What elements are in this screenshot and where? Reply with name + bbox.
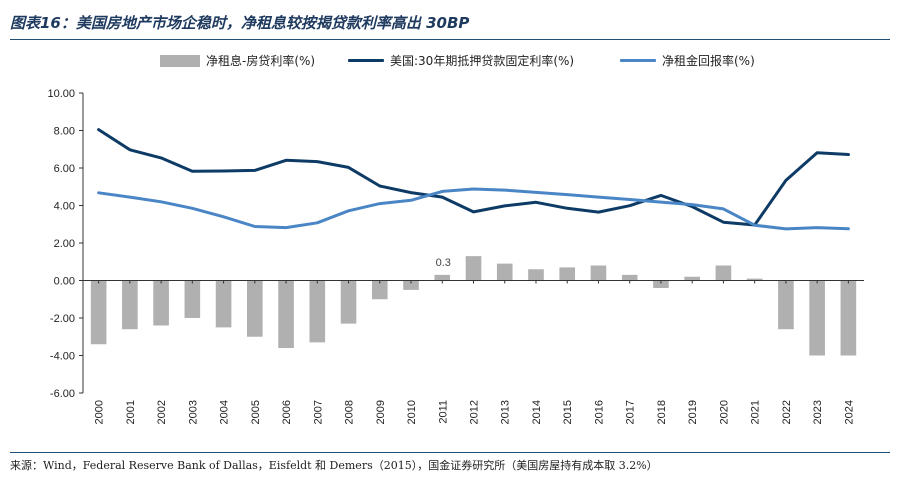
y-tick-label: 4.00 — [54, 201, 75, 213]
y-tick-label: -2.00 — [50, 313, 75, 325]
chart-title: 图表16：美国房地产市场企稳时，净租息较按揭贷款利率高出 30BP — [10, 14, 470, 32]
legend-label-rent: 净租金回报率(%) — [662, 54, 755, 68]
x-tick-label: 2015 — [562, 400, 574, 424]
spread-bar — [153, 280, 169, 326]
chart-legend: 净租息-房贷利率(%) 美国:30年期抵押贷款固定利率(%) 净租金回报率(%) — [0, 52, 904, 74]
x-tick-label: 2010 — [406, 400, 418, 424]
y-tick-label: 10.00 — [47, 88, 75, 100]
spread-bar — [715, 265, 732, 281]
x-tick-label: 2016 — [593, 400, 605, 424]
x-axis: 2000 2001 2002 2003 2004 2005 2006 2007 2008 2009… — [83, 280, 864, 424]
y-tick-label: 0.00 — [54, 276, 75, 288]
x-tick-label: 2009 — [375, 400, 387, 424]
spread-bars — [90, 256, 857, 356]
spread-bar — [215, 280, 232, 328]
source-note: 来源：Wind，Federal Reserve Bank of Dallas，E… — [10, 459, 658, 472]
x-tick-label: 2000 — [94, 400, 106, 424]
spread-bar — [684, 276, 700, 281]
x-tick-label: 2008 — [344, 400, 356, 424]
x-tick-label: 2023 — [812, 400, 824, 424]
spread-bar — [184, 280, 201, 318]
spread-bar — [778, 280, 794, 330]
legend-item-mortgage: 美国:30年期抵押贷款固定利率(%) — [348, 52, 574, 69]
spread-bar — [590, 265, 607, 281]
x-tick-label: 2024 — [843, 400, 855, 424]
data-labels: 0.3 — [436, 257, 451, 269]
x-tick-label: 2002 — [156, 400, 168, 424]
x-tick-label: 2001 — [125, 400, 137, 424]
legend-label-spread: 净租息-房贷利率(%) — [206, 54, 316, 68]
x-tick-label: 2017 — [625, 400, 637, 424]
spread-bar — [559, 267, 576, 281]
y-tick-label: 2.00 — [54, 238, 75, 250]
x-tick-label: 2007 — [312, 400, 324, 424]
spread-bar — [621, 274, 638, 281]
spread-bar — [465, 256, 482, 281]
x-tick-label: 2014 — [531, 400, 543, 424]
x-tick-label: 2021 — [750, 400, 762, 424]
y-tick-label: 6.00 — [54, 163, 75, 175]
x-tick-label: 2013 — [500, 400, 512, 424]
y-tick-label: 8.00 — [54, 126, 75, 138]
x-tick-label: 2003 — [187, 400, 199, 424]
x-tick-label: 2004 — [219, 400, 231, 424]
data-label: 0.3 — [436, 257, 451, 269]
x-tick-label: 2018 — [656, 400, 668, 424]
x-tick-label: 2022 — [781, 400, 793, 424]
rent-yield-line — [97, 187, 850, 231]
y-axis: 10.00 8.00 6.00 4.00 2.00 0.00 -2.00 -4.00 -6.00 — [47, 88, 84, 400]
x-tick-label: 2019 — [687, 400, 699, 424]
spread-bar — [403, 280, 419, 290]
y-tick-label: -6.00 — [50, 388, 75, 400]
spread-bar — [340, 280, 357, 324]
legend-swatch-rent — [620, 59, 656, 62]
spread-bar — [746, 278, 763, 281]
legend-swatch-bar — [160, 54, 200, 67]
spread-bar — [122, 280, 138, 330]
mortgage-rate-line — [97, 128, 850, 227]
x-tick-label: 2012 — [469, 400, 481, 424]
title-divider — [10, 39, 890, 40]
spread-bar — [840, 280, 857, 356]
chart-plot: 10.00 8.00 6.00 4.00 2.00 0.00 -2.00 -4.00 -6.00… — [47, 88, 864, 424]
spread-bar — [278, 280, 294, 348]
legend-swatch-mortgage — [348, 59, 384, 62]
spread-bar — [90, 280, 107, 345]
series-lines — [97, 128, 850, 231]
x-tick-label: 2020 — [718, 400, 730, 424]
y-tick-label: -4.00 — [50, 351, 75, 363]
spread-bar — [496, 263, 513, 281]
spread-bar — [309, 280, 326, 343]
spread-bar — [528, 269, 544, 281]
spread-bar — [371, 280, 388, 300]
x-tick-label: 2005 — [250, 400, 262, 424]
spread-bar — [809, 280, 825, 356]
spread-bar — [653, 280, 669, 288]
spread-bar — [247, 280, 263, 337]
legend-item-spread: 净租息-房贷利率(%) — [160, 52, 315, 69]
legend-label-mortgage: 美国:30年期抵押贷款固定利率(%) — [390, 54, 575, 68]
legend-item-rent: 净租金回报率(%) — [620, 52, 755, 69]
source-divider — [10, 452, 890, 453]
x-tick-label: 2006 — [281, 400, 293, 424]
x-tick-label: 2011 — [437, 400, 449, 424]
spread-bar — [434, 274, 451, 281]
